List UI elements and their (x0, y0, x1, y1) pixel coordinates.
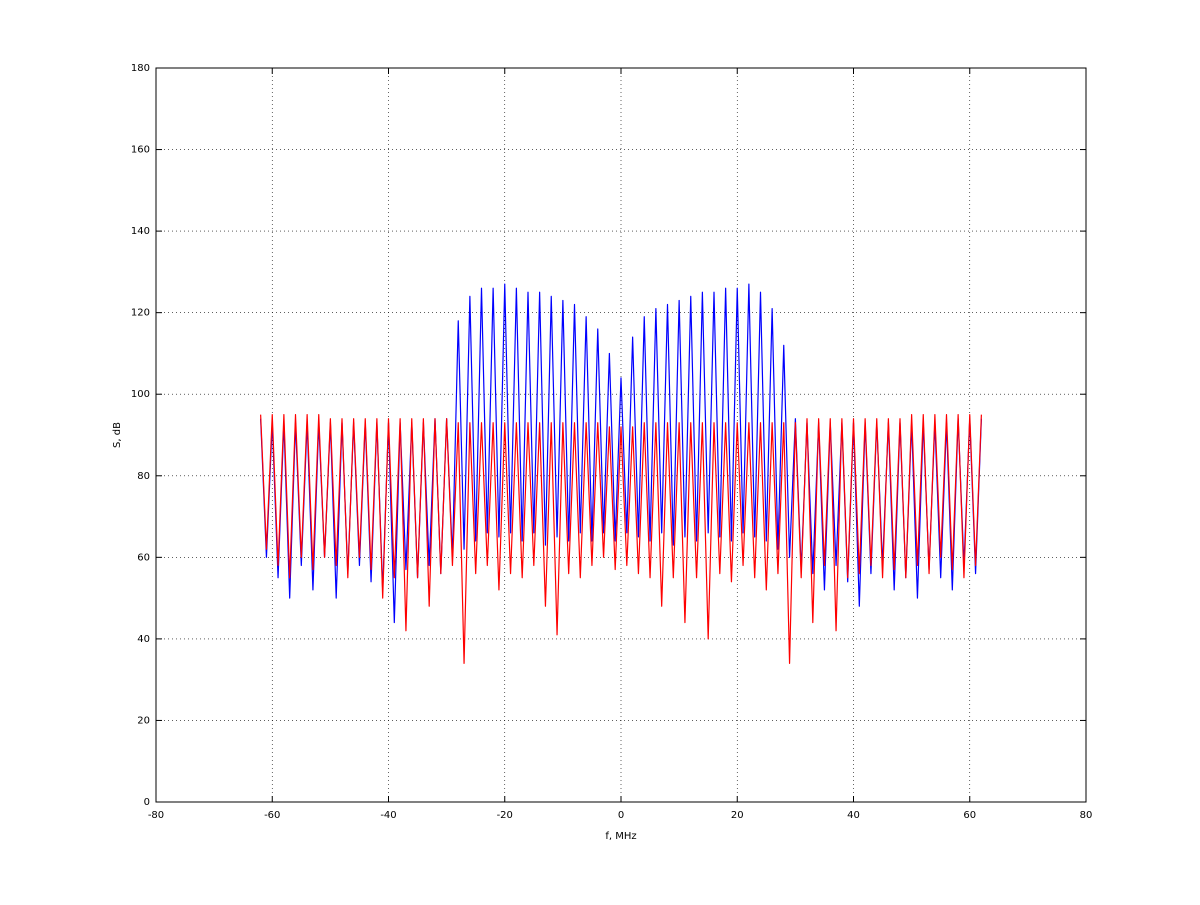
x-tick-label: -20 (497, 810, 513, 821)
x-tick-label: -60 (264, 810, 280, 821)
x-tick-label: -40 (380, 810, 396, 821)
y-tick-label: 120 (131, 308, 150, 319)
y-tick-label: 80 (137, 471, 150, 482)
x-tick-label: 40 (847, 810, 860, 821)
y-tick-label: 160 (131, 145, 150, 156)
y-tick-label: 40 (137, 634, 150, 645)
x-tick-label: -80 (148, 810, 164, 821)
y-tick-label: 60 (137, 552, 150, 563)
plot-frame (155, 67, 1087, 803)
x-tick-label: 0 (618, 810, 624, 821)
y-tick-label: 100 (131, 389, 150, 400)
series-line (260, 414, 982, 664)
y-axis-label: S, dB (112, 422, 123, 448)
x-tick-label: 20 (731, 810, 744, 821)
y-tick-label: 140 (131, 226, 150, 237)
y-tick-label: 180 (131, 63, 150, 74)
y-tick-label: 20 (137, 715, 150, 726)
x-tick-label: 60 (963, 810, 976, 821)
x-axis-label: f, MHz (605, 831, 636, 842)
x-tick-label: 80 (1080, 810, 1093, 821)
y-tick-label: 0 (144, 797, 150, 808)
